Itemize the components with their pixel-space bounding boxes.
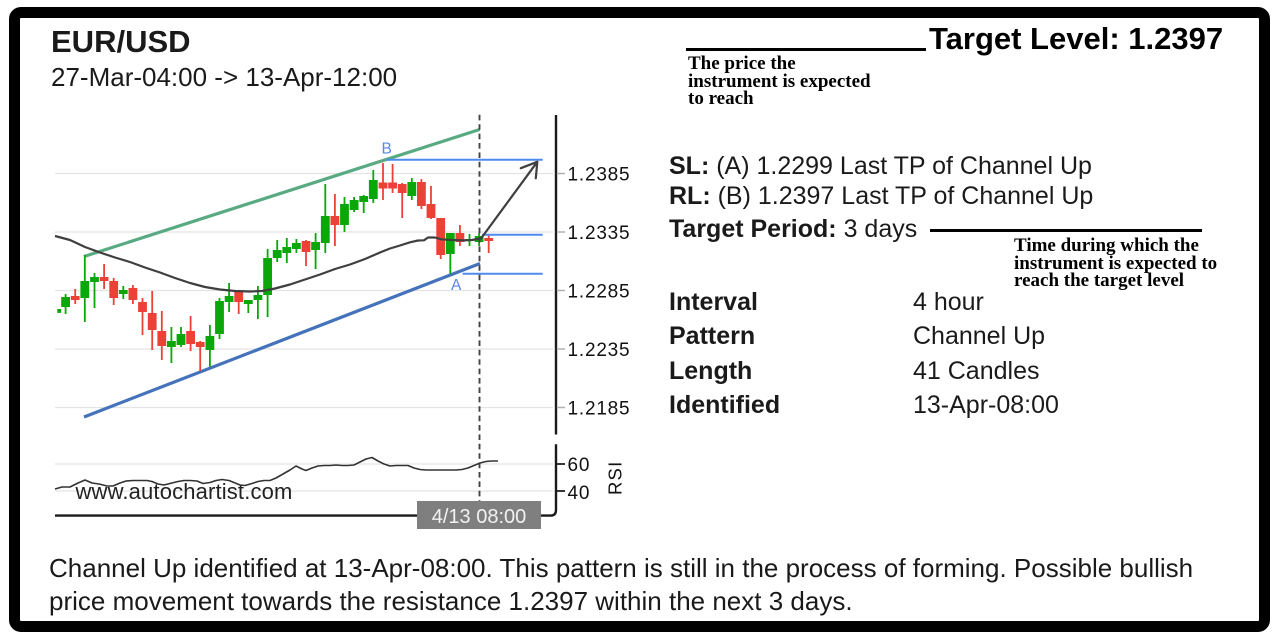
svg-text:40: 40: [568, 483, 591, 504]
svg-text:60: 60: [568, 455, 591, 476]
svg-text:1.2235: 1.2235: [568, 340, 631, 361]
svg-text:1.2385: 1.2385: [568, 165, 631, 186]
svg-text:1.2285: 1.2285: [568, 282, 631, 303]
svg-text:1.2185: 1.2185: [568, 399, 631, 420]
svg-text:B: B: [382, 140, 392, 157]
svg-text:RSI: RSI: [605, 461, 626, 495]
svg-text:www.autochartist.com: www.autochartist.com: [75, 479, 293, 504]
svg-text:A: A: [451, 277, 462, 294]
svg-text:4/13 08:00: 4/13 08:00: [432, 506, 527, 528]
svg-text:1.2335: 1.2335: [568, 223, 631, 244]
